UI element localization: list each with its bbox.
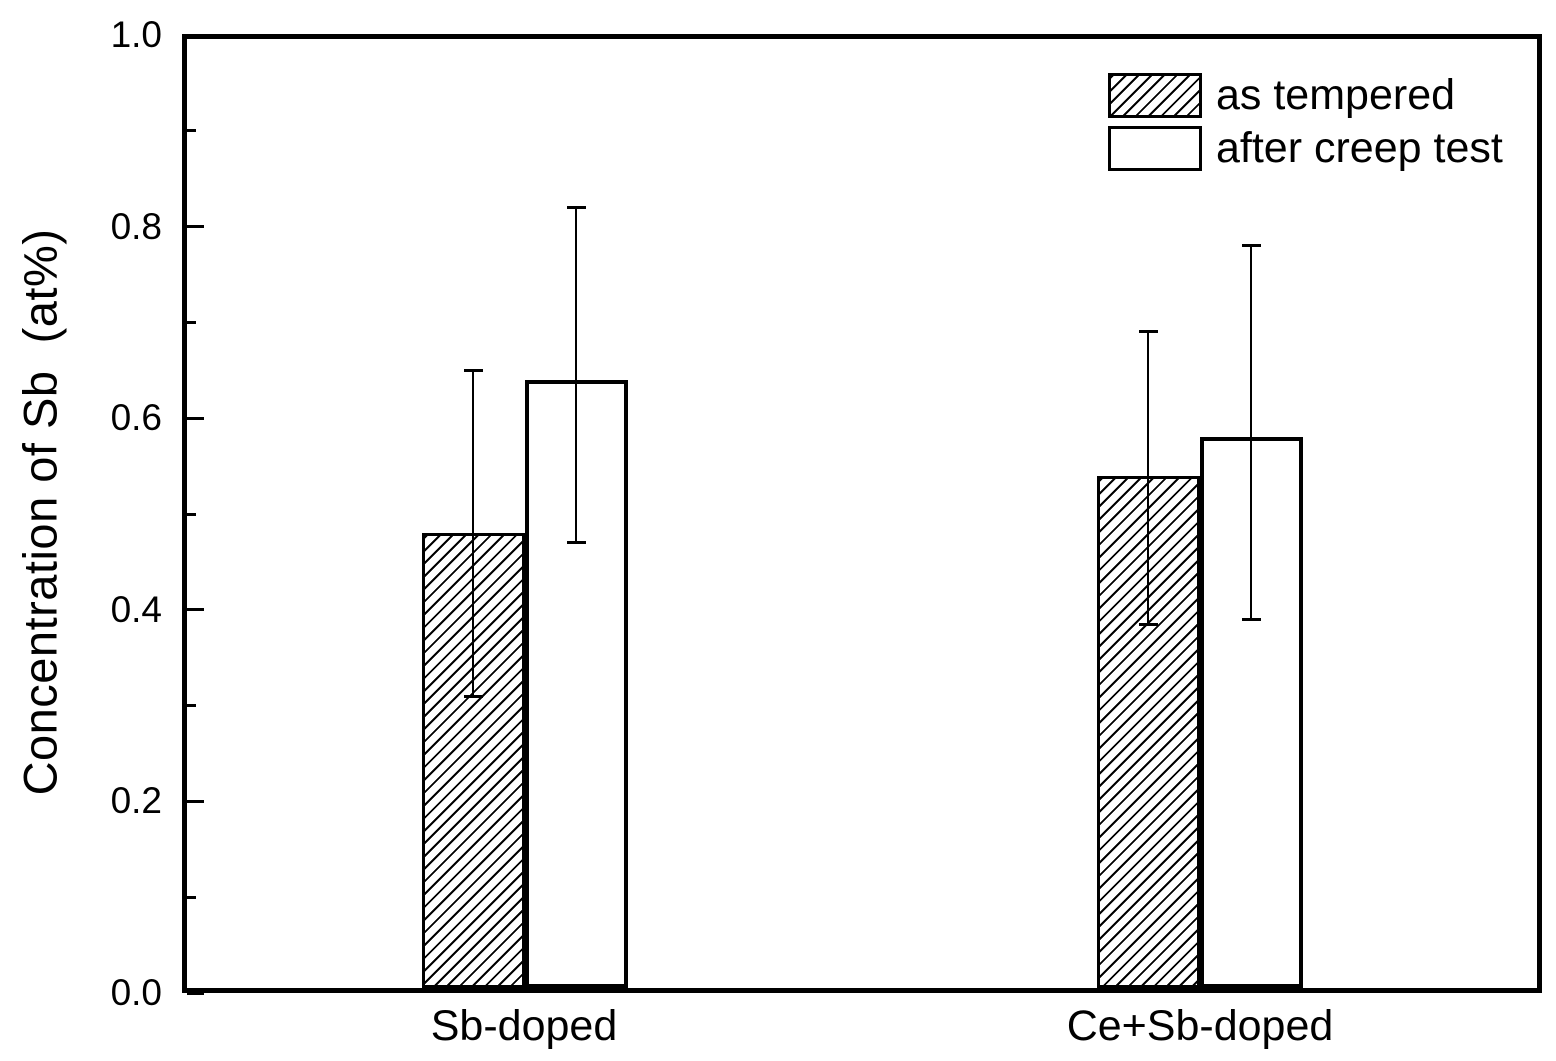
legend-label-as-tempered: as tempered bbox=[1216, 70, 1456, 119]
y-tick-label: 1.0 bbox=[110, 14, 162, 55]
y-major-tick bbox=[187, 799, 204, 803]
error-bar-cap-top bbox=[1241, 244, 1261, 248]
error-bar-cap-bottom bbox=[566, 541, 586, 545]
y-tick-label: 0.8 bbox=[110, 205, 162, 247]
error-bar-line bbox=[472, 370, 474, 697]
y-tick-label: 0.2 bbox=[110, 780, 162, 822]
y-minor-tick bbox=[187, 129, 196, 133]
y-minor-tick bbox=[187, 895, 196, 899]
y-major-tick bbox=[187, 33, 204, 37]
y-major-tick bbox=[187, 225, 204, 229]
error-bar-cap-bottom bbox=[1241, 617, 1261, 621]
y-tick-label: 0.0 bbox=[110, 972, 162, 1013]
y-major-tick bbox=[187, 991, 204, 995]
legend-item-as-tempered: as tempered bbox=[1108, 71, 1503, 119]
y-minor-tick bbox=[187, 512, 196, 516]
error-bar-cap-bottom bbox=[463, 694, 483, 698]
plot-area bbox=[187, 33, 1537, 995]
y-minor-tick bbox=[187, 320, 196, 324]
error-bar-cap-bottom bbox=[1138, 622, 1158, 626]
error-bar-cap-top bbox=[566, 205, 586, 209]
x-category-label-sb-doped: Sb-doped bbox=[430, 1002, 618, 1050]
y-tick-label: 0.6 bbox=[110, 397, 162, 439]
legend-item-after-creep-test: after creep test bbox=[1108, 124, 1503, 172]
error-bar-line bbox=[575, 207, 577, 543]
error-bar-cap-top bbox=[1138, 330, 1158, 334]
y-major-tick bbox=[187, 416, 204, 420]
y-tick-label: 0.4 bbox=[110, 588, 162, 630]
legend-swatch-open-icon bbox=[1108, 125, 1202, 171]
y-axis-title: Concentration of Sb (at%) bbox=[13, 228, 67, 796]
legend: as tempered after creep test bbox=[1108, 71, 1503, 177]
error-bar-cap-top bbox=[463, 368, 483, 372]
legend-swatch-hatched-icon bbox=[1108, 72, 1202, 118]
y-minor-tick bbox=[187, 704, 196, 708]
x-category-label-ce-sb-doped: Ce+Sb-doped bbox=[1066, 1002, 1334, 1050]
error-bar-line bbox=[1250, 245, 1252, 620]
legend-label-after-creep-test: after creep test bbox=[1216, 123, 1503, 172]
error-bar-line bbox=[1147, 331, 1149, 625]
y-major-tick bbox=[187, 608, 204, 612]
